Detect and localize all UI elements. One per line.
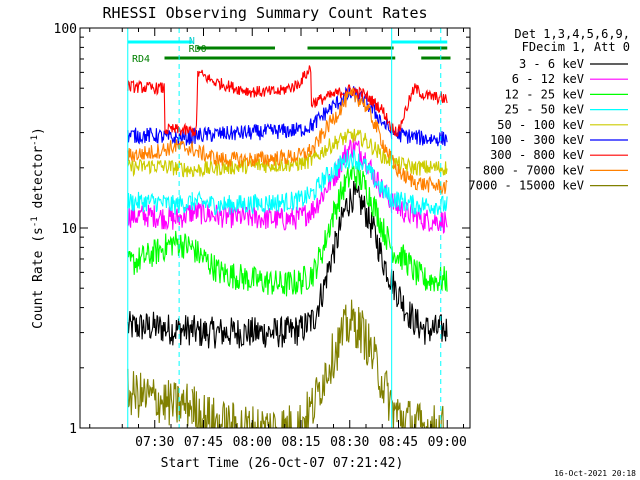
legend-label-7: 800 - 7000 keV — [483, 163, 584, 177]
series-300-800-kev — [127, 65, 448, 137]
x-tick-label-1: 07:45 — [184, 435, 223, 450]
series-line-4-segment-0 — [127, 159, 193, 178]
legend-label-2: 12 - 25 keV — [505, 87, 584, 101]
night-label: N — [189, 36, 195, 47]
series-line-5-segment-0 — [127, 127, 193, 146]
series-line-8-segment-1 — [191, 299, 393, 428]
legend-label-0: 3 - 6 keV — [519, 57, 584, 71]
series-line-1-segment-2 — [391, 193, 448, 234]
series-line-7-segment-1 — [191, 87, 393, 168]
series-7000-15000-kev — [127, 299, 444, 428]
series-line-0-segment-1 — [191, 180, 393, 349]
series-line-3-segment-2 — [391, 191, 448, 216]
legend-header-detectors: Det 1,3,4,5,6,9, — [514, 27, 630, 41]
axes: 1 10 100 07:30 07:45 08:00 08:15 08:30 08:45 09:0… — [54, 22, 471, 450]
series-line-3-segment-1 — [191, 149, 393, 216]
legend: Det 1,3,4,5,6,9, FDecim 1, Att 0 3 - 6 k… — [468, 27, 630, 193]
x-tick-label-3: 08:15 — [281, 435, 320, 450]
legend-label-4: 50 - 100 keV — [497, 118, 584, 132]
y-tick-label-0: 1 — [69, 422, 77, 437]
y-axis-label-main: Count Rate (s — [31, 227, 46, 329]
chart-title: RHESSI Observing Summary Count Rates — [102, 4, 427, 22]
legend-label-5: 100 - 300 keV — [490, 133, 584, 147]
series-line-0-segment-2 — [391, 270, 448, 345]
y-tick-label-2: 100 — [54, 22, 77, 37]
series-line-8-segment-2 — [391, 399, 444, 428]
series-3-6-kev — [127, 180, 448, 349]
y-axis-label-sup: -1 — [30, 216, 40, 227]
series-line-7-segment-0 — [127, 139, 193, 162]
series-line-6-segment-2 — [391, 83, 448, 137]
x-tick-label-2: 08:00 — [233, 435, 272, 450]
series-line-6-segment-0 — [127, 79, 193, 136]
legend-label-6: 300 - 800 keV — [490, 148, 584, 162]
y-tick-label-1: 10 — [61, 222, 77, 237]
x-tick-label-6: 09:00 — [428, 435, 467, 450]
series-line-5-segment-2 — [391, 124, 448, 147]
series-layer — [127, 65, 448, 428]
x-tick-label-0: 07:30 — [135, 435, 174, 450]
series-line-2-segment-2 — [391, 244, 448, 292]
series-line-7-segment-2 — [391, 154, 448, 195]
series-50-100-kev — [127, 128, 448, 178]
series-25-50-kev — [127, 149, 448, 216]
series-line-5-segment-1 — [191, 86, 393, 145]
y-axis-label-sup2: -1 — [30, 135, 40, 146]
legend-label-3: 25 - 50 keV — [505, 103, 584, 117]
rd0-label: RD0 — [189, 44, 207, 55]
x-tick-label-5: 08:45 — [379, 435, 418, 450]
series-800-7000-kev — [127, 87, 448, 195]
series-line-0-segment-0 — [127, 311, 193, 346]
series-line-2-segment-0 — [127, 230, 193, 275]
series-line-4-segment-2 — [391, 156, 448, 176]
rd4-label: RD4 — [132, 54, 150, 65]
x-tick-label-4: 08:30 — [330, 435, 369, 450]
y-axis-label: Count Rate (s-1 detector-1) — [30, 127, 46, 329]
footer-timestamp: 16-Oct-2021 20:18 — [554, 469, 636, 478]
series-line-3-segment-0 — [127, 191, 193, 215]
series-line-6-segment-1 — [191, 65, 393, 137]
series-100-300-kev — [127, 86, 448, 147]
series-line-8-segment-0 — [127, 368, 193, 427]
legend-header-fdecim: FDecim 1, Att 0 — [522, 40, 630, 54]
series-line-4-segment-1 — [191, 128, 393, 178]
legend-label-1: 6 - 12 keV — [512, 72, 584, 86]
legend-label-8: 7000 - 15000 keV — [468, 179, 584, 193]
x-axis-label: Start Time (26-Oct-07 07:21:42) — [161, 456, 404, 471]
y-axis-label-close: ) — [31, 127, 46, 135]
series-line-1-segment-0 — [127, 204, 193, 231]
y-axis-label-tail: detector — [31, 146, 46, 217]
